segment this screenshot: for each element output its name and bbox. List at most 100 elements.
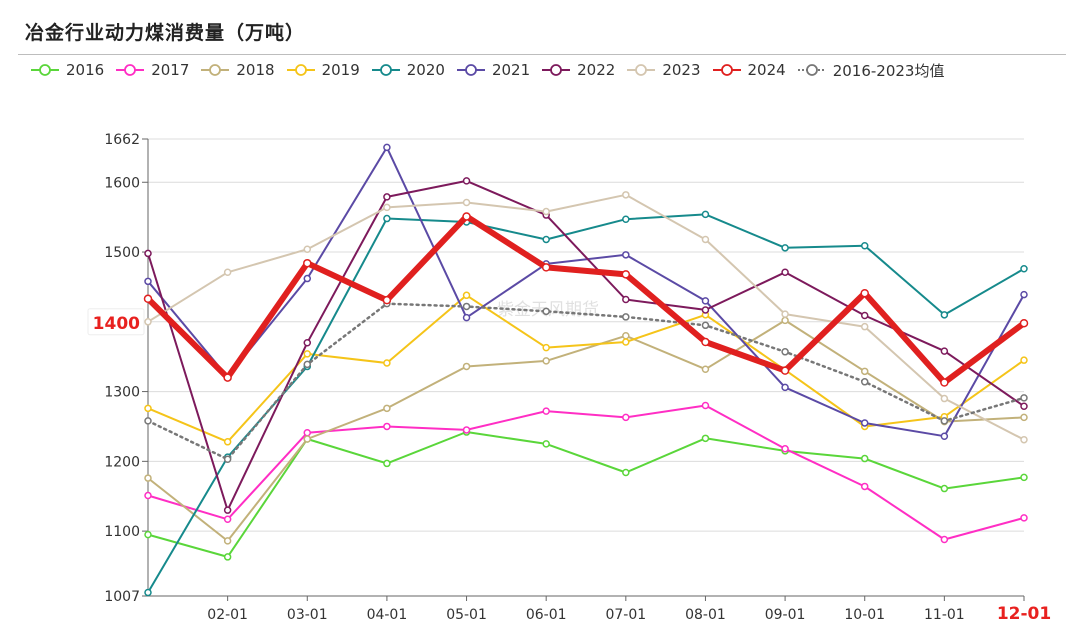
data-point-2020 <box>940 311 949 319</box>
legend-item-2024[interactable]: 2024 <box>712 61 786 79</box>
legend-item-2019[interactable]: 2019 <box>286 61 360 79</box>
data-point-2022 <box>303 338 312 347</box>
data-point-2021 <box>622 251 630 259</box>
data-point-2024 <box>303 258 312 268</box>
data-point-2016 <box>940 484 949 493</box>
legend-label: 2018 <box>236 61 275 79</box>
y-tick-label: 1500 <box>104 245 140 261</box>
data-point-2021 <box>1020 290 1028 299</box>
x-highlight-label: 12-01 <box>997 604 1051 624</box>
data-point-2017 <box>701 401 710 410</box>
data-point-2020 <box>542 235 550 244</box>
legend-label: 2017 <box>151 61 190 79</box>
x-tick-label: 02-01 <box>207 607 248 623</box>
legend-label: 2016-2023均值 <box>832 61 945 80</box>
data-point-2020 <box>622 215 630 223</box>
legend-item-2017[interactable]: 2017 <box>115 61 189 79</box>
data-point-2019 <box>223 438 232 446</box>
data-point-2017 <box>462 426 471 434</box>
legend-line-marker-icon <box>116 64 145 76</box>
legend-item-2021[interactable]: 2021 <box>456 61 530 79</box>
data-point-2023 <box>860 322 869 331</box>
data-point-2022 <box>1020 402 1028 410</box>
legend-item-2016-2023均值[interactable]: 2016-2023均值 <box>797 60 945 81</box>
data-point-2016-2023均值 <box>940 417 949 425</box>
data-point-2020 <box>144 588 152 597</box>
data-point-2016-2023均值 <box>701 321 710 330</box>
data-point-2017 <box>383 422 391 431</box>
x-tick-label: 11-01 <box>924 607 965 623</box>
data-point-2022 <box>622 295 630 304</box>
legend-item-2022[interactable]: 2022 <box>541 61 615 79</box>
data-point-2023 <box>462 198 471 207</box>
y-tick-label: 1100 <box>104 524 140 540</box>
title-divider <box>18 54 1066 55</box>
data-point-2023 <box>781 310 789 318</box>
data-point-2016 <box>622 468 630 477</box>
data-point-2020 <box>383 214 391 223</box>
legend-label: 2016 <box>66 61 105 79</box>
data-point-2024 <box>621 270 631 279</box>
data-point-2024 <box>382 295 392 305</box>
data-point-2016-2023均值 <box>1020 394 1028 402</box>
legend-label: 2022 <box>577 61 616 79</box>
series-line-2022 <box>147 179 1025 512</box>
data-point-2021 <box>781 383 789 392</box>
data-point-2021 <box>940 432 949 440</box>
data-point-2017 <box>622 413 630 422</box>
y-tick-label: 1662 <box>104 132 140 148</box>
data-point-2019 <box>303 350 312 358</box>
data-point-2020 <box>1020 265 1028 273</box>
legend-line-marker-icon <box>627 64 656 76</box>
legend-label: 2020 <box>406 61 445 79</box>
series-line-2016 <box>147 431 1025 558</box>
data-point-2023 <box>303 245 312 253</box>
y-tick-label: 1007 <box>104 589 140 605</box>
legend-line-marker-icon <box>542 64 571 76</box>
data-point-2017 <box>860 482 869 491</box>
data-point-2018 <box>144 474 152 482</box>
data-point-2018 <box>462 362 471 371</box>
series-line-2021 <box>147 146 1025 438</box>
legend-line-marker-icon <box>371 64 400 76</box>
data-point-2016 <box>542 440 550 448</box>
data-point-2018 <box>383 404 391 413</box>
legend-item-2016[interactable]: 2016 <box>30 61 104 79</box>
data-point-2018 <box>701 365 710 373</box>
data-point-2019 <box>462 291 471 300</box>
series-line-2020 <box>147 213 1025 594</box>
legend-item-2020[interactable]: 2020 <box>371 61 445 79</box>
data-point-2024 <box>223 373 232 382</box>
data-point-2016 <box>701 434 710 443</box>
series-line-2024 <box>145 213 1027 386</box>
y-tick-label: 1200 <box>104 454 140 470</box>
data-point-2017 <box>144 491 152 500</box>
data-point-2017 <box>781 445 789 453</box>
data-point-2021 <box>144 277 152 286</box>
data-point-2024 <box>860 288 869 298</box>
data-point-2024 <box>940 378 949 387</box>
chart-legend: 2016 2017 2018 2019 2020 2021 2022 2023 2024 2016… <box>30 58 955 82</box>
data-point-2018 <box>303 435 312 443</box>
data-point-2023 <box>144 318 152 326</box>
data-point-2016-2023均值 <box>223 455 232 463</box>
x-tick-label: 07-01 <box>605 607 646 623</box>
legend-item-2018[interactable]: 2018 <box>200 61 275 79</box>
legend-line-marker-icon <box>712 64 741 76</box>
chart-title: 冶金行业动力煤消费量（万吨） <box>25 22 306 44</box>
data-point-2022 <box>860 311 869 320</box>
data-point-2016 <box>383 459 391 468</box>
legend-item-2023[interactable]: 2023 <box>626 61 701 79</box>
data-point-2016 <box>860 454 869 463</box>
data-point-2016 <box>223 553 232 561</box>
series-line-2017 <box>147 404 1025 541</box>
data-point-2019 <box>542 343 550 352</box>
data-point-2023 <box>383 203 391 212</box>
data-point-2019 <box>383 359 391 367</box>
data-point-2020 <box>781 244 789 252</box>
legend-line-marker-icon <box>286 64 315 76</box>
data-point-2023 <box>940 394 949 403</box>
legend-line-marker-icon <box>31 64 59 76</box>
data-point-2024 <box>462 212 471 221</box>
